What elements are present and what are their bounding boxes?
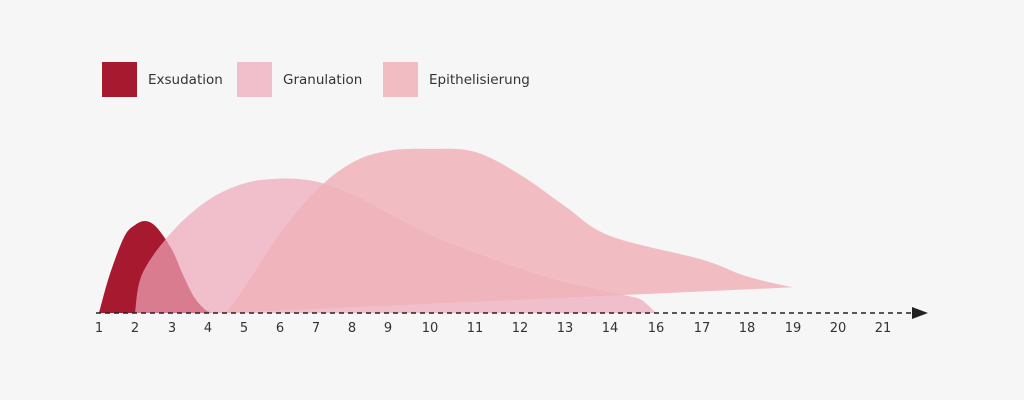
x-tick-label: 17 <box>694 321 711 336</box>
x-tick-label: 14 <box>602 321 619 336</box>
x-tick-label: 20 <box>830 321 847 336</box>
legend-swatch-exsudation <box>102 62 137 97</box>
legend-label-epithelisierung: Epithelisierung <box>429 72 530 88</box>
x-tick-label: 12 <box>512 321 529 336</box>
legend-label-exsudation: Exsudation <box>148 72 223 88</box>
legend-swatch-granulation <box>237 62 272 97</box>
x-tick-label: 19 <box>785 321 802 336</box>
x-axis-arrow <box>912 307 928 319</box>
area-epithelisierung <box>226 148 793 313</box>
x-tick-label: 7 <box>312 321 320 336</box>
x-tick-label: 5 <box>240 321 248 336</box>
chart-areas <box>99 148 793 313</box>
x-tick-label: 2 <box>131 321 139 336</box>
x-tick-label: 11 <box>467 321 484 336</box>
x-tick-label: 21 <box>875 321 892 336</box>
legend: Exsudation Granulation Epithelisierung <box>102 62 530 97</box>
legend-swatch-epithelisierung <box>383 62 418 97</box>
x-tick-labels: 1 2 3 4 5 6 7 8 9 10 11 12 13 14 16 17 18 19 20 21 <box>95 321 891 336</box>
x-tick-label: 6 <box>276 321 284 336</box>
x-tick-label: 4 <box>204 321 212 336</box>
x-tick-label: 1 <box>95 321 103 336</box>
x-tick-label: 18 <box>739 321 756 336</box>
x-tick-label: 10 <box>422 321 439 336</box>
x-tick-label: 8 <box>348 321 356 336</box>
x-tick-label: 16 <box>648 321 665 336</box>
x-tick-label: 3 <box>168 321 176 336</box>
x-tick-label: 13 <box>557 321 574 336</box>
legend-label-granulation: Granulation <box>283 72 362 88</box>
x-tick-label: 9 <box>384 321 392 336</box>
